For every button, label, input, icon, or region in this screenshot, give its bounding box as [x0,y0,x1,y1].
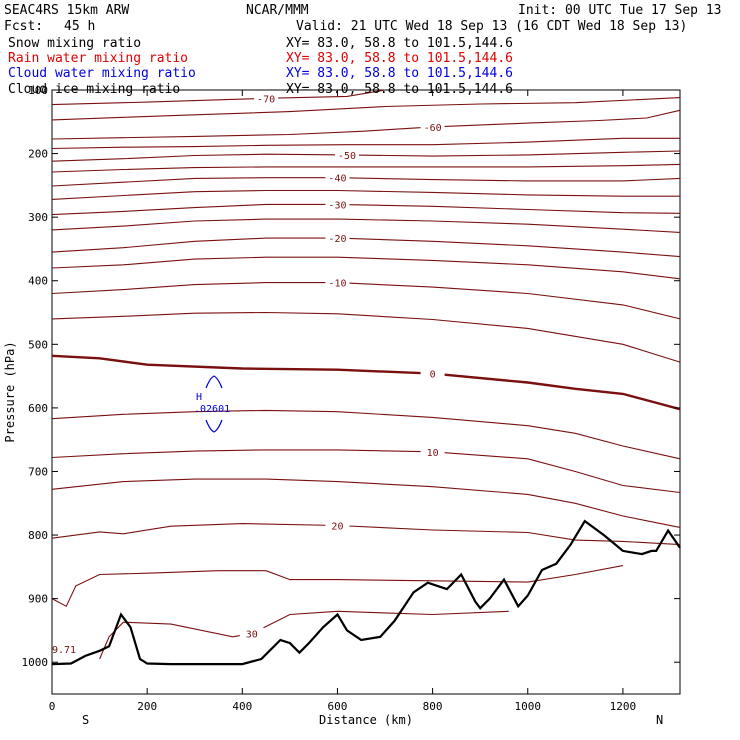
model-title: SEAC4RS 15km ARW [4,3,129,18]
isotherm-line [51,449,681,494]
x-tick-label: 200 [137,700,157,713]
isotherm-line [51,311,681,363]
y-tick-label: 600 [28,402,48,415]
x-tick-label: 1000 [515,700,542,713]
isotherm-line [51,163,681,173]
isotherm-label: 20 [331,522,343,533]
isotherm-line [51,256,681,280]
isotherm-label: 10 [427,448,439,459]
isotherm-label: 0 [430,370,436,381]
isotherm-line [51,150,681,162]
isotherm-label-bg [239,627,264,639]
y-axis-label: Pressure (hPa) [3,341,17,442]
isotherm-line [51,189,680,200]
cloud-max-h: H [196,392,202,403]
terrain-layer [51,519,681,666]
isotherm-label-bg [334,148,359,160]
field-xy-snow: XY= 83.0, 58.8 to 101.5,144.6 [286,36,513,51]
isotherm-label: 30 [246,630,258,641]
isotherm-layer: -70 -60 -50 -40 -30 -20 -10 0 10 20 30 [51,89,681,660]
isotherm-label: -10 [328,279,346,290]
y-tick-label: 1000 [22,656,49,669]
isotherm-label: -40 [328,174,346,185]
forecast-label: Fcst: [4,19,43,34]
direction-north: N [656,713,663,727]
terrain-profile [51,519,681,666]
y-tick-label: 800 [28,529,48,542]
field-label-rain: Rain water mixing ratio [8,51,188,66]
isotherm-label-bg [254,92,279,104]
isotherm-line [51,177,681,187]
isotherm-label-bg [420,120,445,132]
field-xy-cloud-ice: XY= 83.0, 58.8 to 101.5,144.6 [286,82,513,97]
isotherm-label: -50 [338,151,356,162]
cloud-max-contour-bottom [205,419,223,433]
isotherm-label-bg [420,445,445,457]
isotherm-label-bg [325,519,350,531]
x-axis-label: Distance (km) [319,713,413,727]
x-tick-label: 800 [423,700,443,713]
isotherm-label-bg [325,171,350,183]
isotherm-line [51,565,624,608]
isotherm-line [51,282,681,320]
isotherm-label-bg [325,276,350,288]
field-xy-cloud-water: XY= 83.0, 58.8 to 101.5,144.6 [286,66,513,81]
plot-area: -70 -60 -50 -40 -30 -20 -10 0 10 20 30 0 200 400 600 8… [22,84,681,713]
tick-layer: 0 200 400 600 800 1000 12001002003004005006007… [22,84,680,713]
y-tick-label: 200 [28,148,48,161]
y-tick-label: 900 [28,593,48,606]
x-tick-label: 0 [49,700,56,713]
field-label-cloud-water: Cloud water mixing ratio [8,66,196,81]
isotherm-line [51,218,681,233]
y-tick-label: 700 [28,465,48,478]
forecast-hours: 45 h [64,19,95,34]
isotherm-line [51,523,681,546]
direction-south: S [82,713,89,727]
isotherm-line [51,478,681,528]
isotherm-line [51,409,681,460]
isotherm-line [51,109,681,140]
isotherm-line [99,610,509,660]
y-tick-label: 300 [28,211,48,224]
isotherm-label: -20 [328,234,346,245]
field-label-cloud-ice: Cloud ice mixing ratio [8,82,180,97]
x-tick-label: 400 [232,700,252,713]
field-label-snow: Snow mixing ratio [8,36,141,51]
cloud-max-value: .02601 [194,404,230,415]
org-label: NCAR/MMM [246,3,309,18]
valid-time: Valid: 21 UTC Wed 18 Sep 13 (16 CDT Wed … [296,19,687,34]
y-tick-label: 100 [28,84,48,97]
init-time: Init: 00 UTC Tue 17 Sep 13 [518,3,722,18]
cloud-max-contour-top [205,375,223,389]
isotherm-label-bg [420,367,445,379]
isotherm-label: -30 [328,200,346,211]
cloud-max-marker: H .02601 [194,375,230,433]
surface-value-label: 9.71 [52,645,76,656]
isotherm-label-bg [325,232,350,244]
isotherm-line [51,237,681,258]
isotherm-label: -60 [424,123,442,134]
plot-frame [51,89,681,695]
isotherm-line [51,97,681,121]
isotherm-label-bg [325,198,350,210]
x-tick-label: 600 [328,700,348,713]
y-tick-label: 400 [28,275,48,288]
field-xy-rain: XY= 83.0, 58.8 to 101.5,144.6 [286,51,513,66]
isotherm-line [51,203,681,216]
isotherm-line [51,354,681,411]
isotherm-label: -70 [257,94,275,105]
isotherm-line [51,137,680,150]
y-tick-label: 500 [28,338,48,351]
x-tick-label: 1200 [610,700,637,713]
